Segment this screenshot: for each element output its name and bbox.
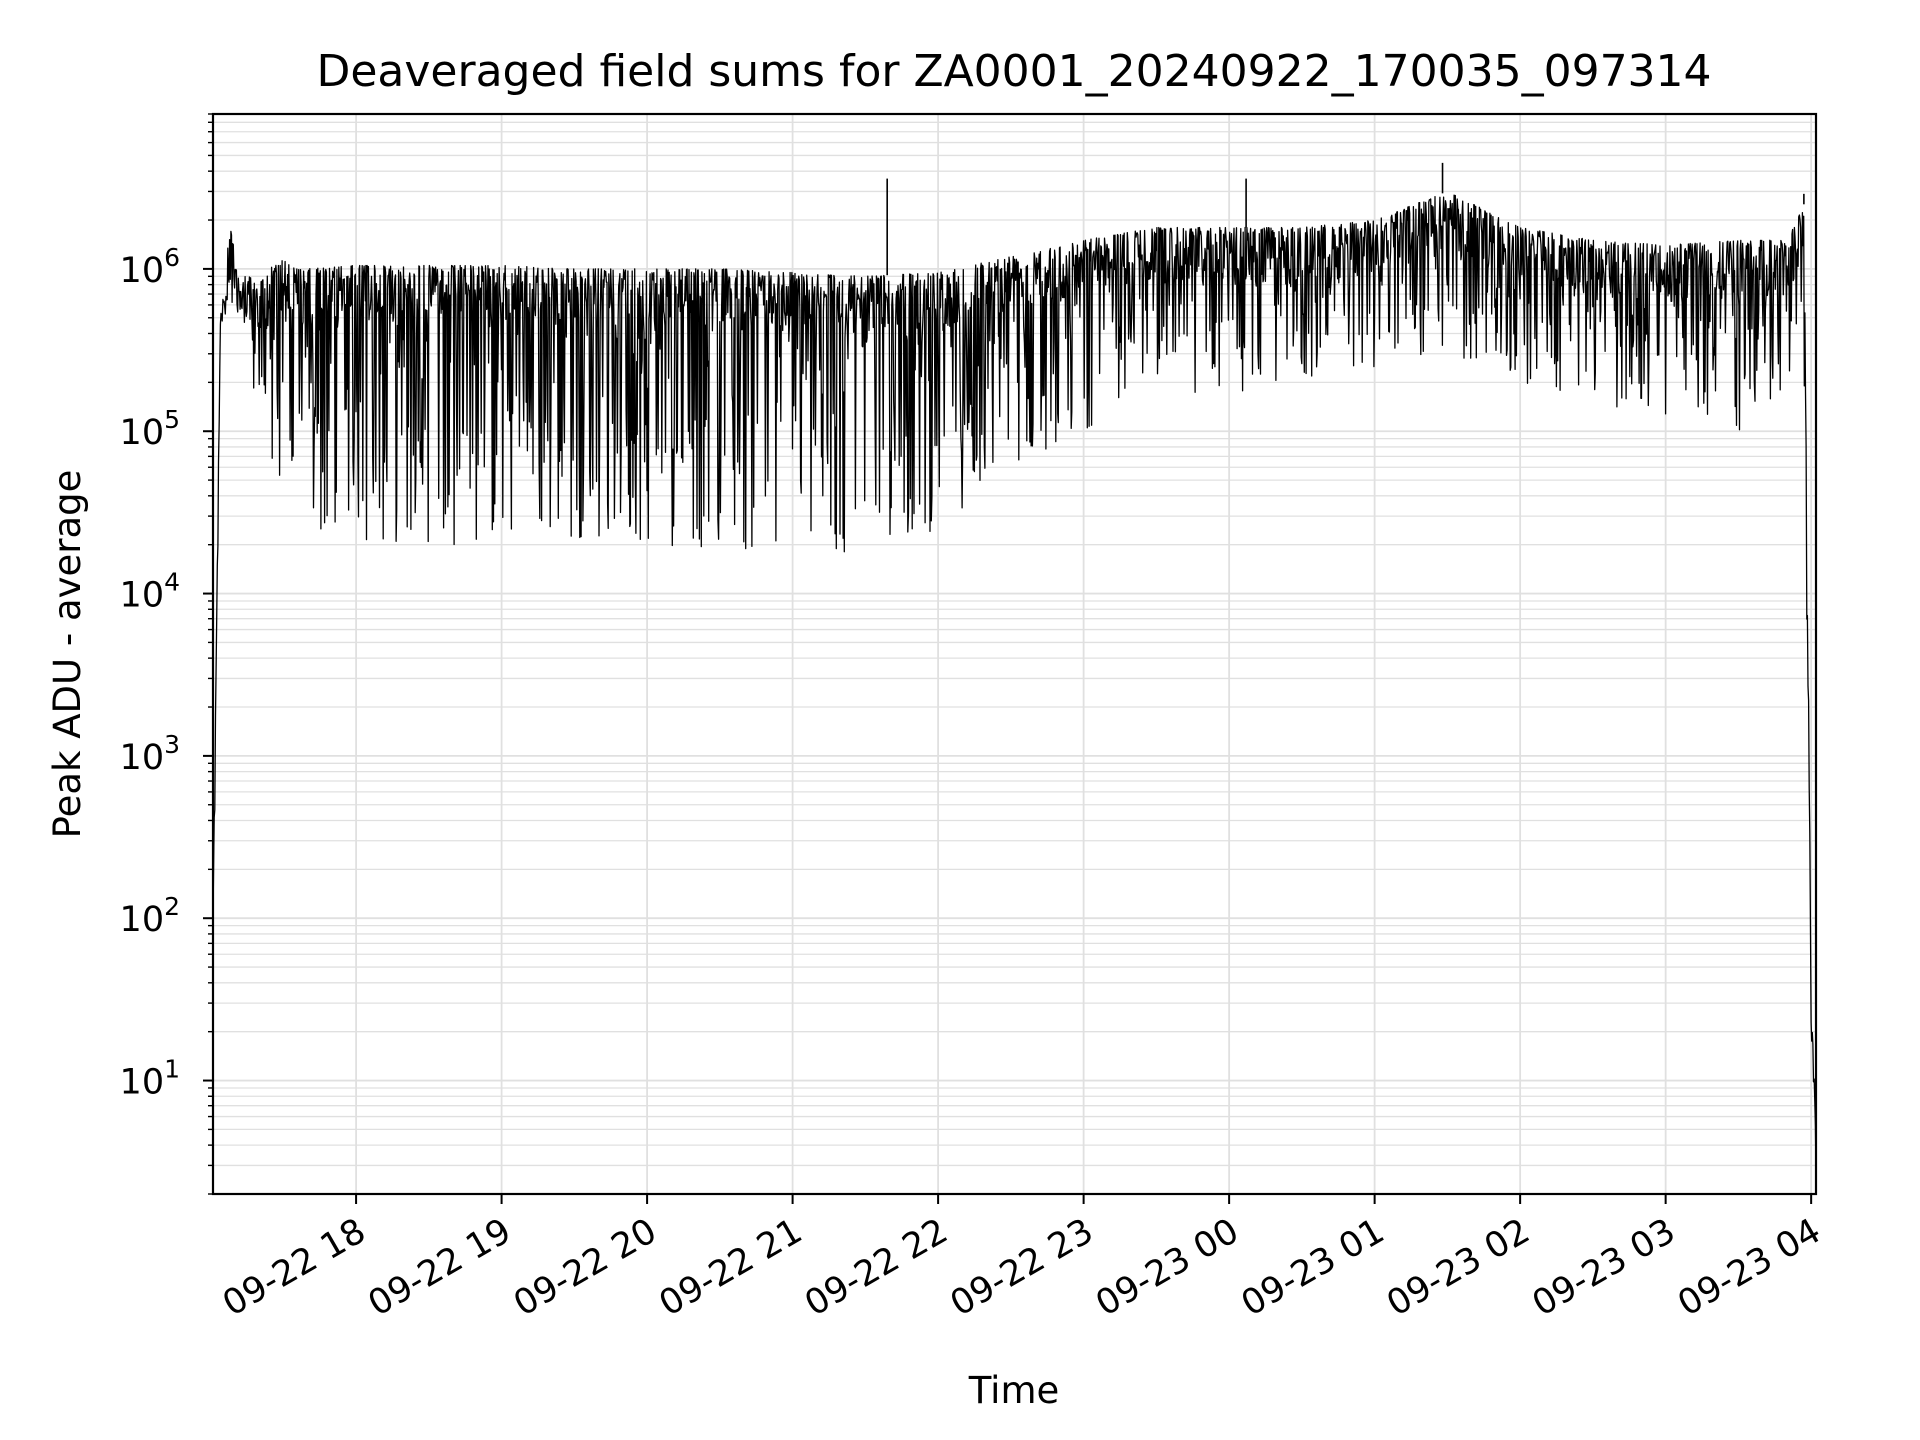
y-tick-label: 102 [120, 892, 180, 940]
x-axis-label: Time [968, 1369, 1060, 1412]
y-tick-exponent: 6 [164, 243, 180, 272]
y-tick-base: 10 [120, 738, 165, 778]
y-tick-label: 105 [120, 405, 180, 453]
y-tick-exponent: 3 [164, 730, 180, 759]
y-tick-label: 103 [120, 730, 180, 778]
data-series [212, 162, 1817, 1174]
y-tick-label: 106 [120, 243, 180, 291]
y-axis-label: Peak ADU - average [46, 470, 89, 839]
y-tick-exponent: 5 [164, 405, 180, 434]
y-tick-base: 10 [120, 900, 165, 940]
y-tick-exponent: 1 [164, 1055, 180, 1084]
y-tick-label: 101 [120, 1055, 180, 1103]
y-tick-label: 104 [120, 568, 180, 616]
y-tick-base: 10 [120, 251, 165, 291]
y-tick-exponent: 2 [164, 892, 180, 921]
grid-lines [213, 113, 1816, 1195]
series-line [212, 194, 1817, 1174]
y-tick-exponent: 4 [164, 568, 180, 597]
chart-title: Deaveraged field sums for ZA0001_2024092… [316, 46, 1711, 97]
y-tick-base: 10 [120, 413, 165, 453]
y-tick-base: 10 [120, 576, 165, 616]
y-tick-base: 10 [120, 1063, 165, 1103]
plot-frame [211, 112, 1818, 1196]
